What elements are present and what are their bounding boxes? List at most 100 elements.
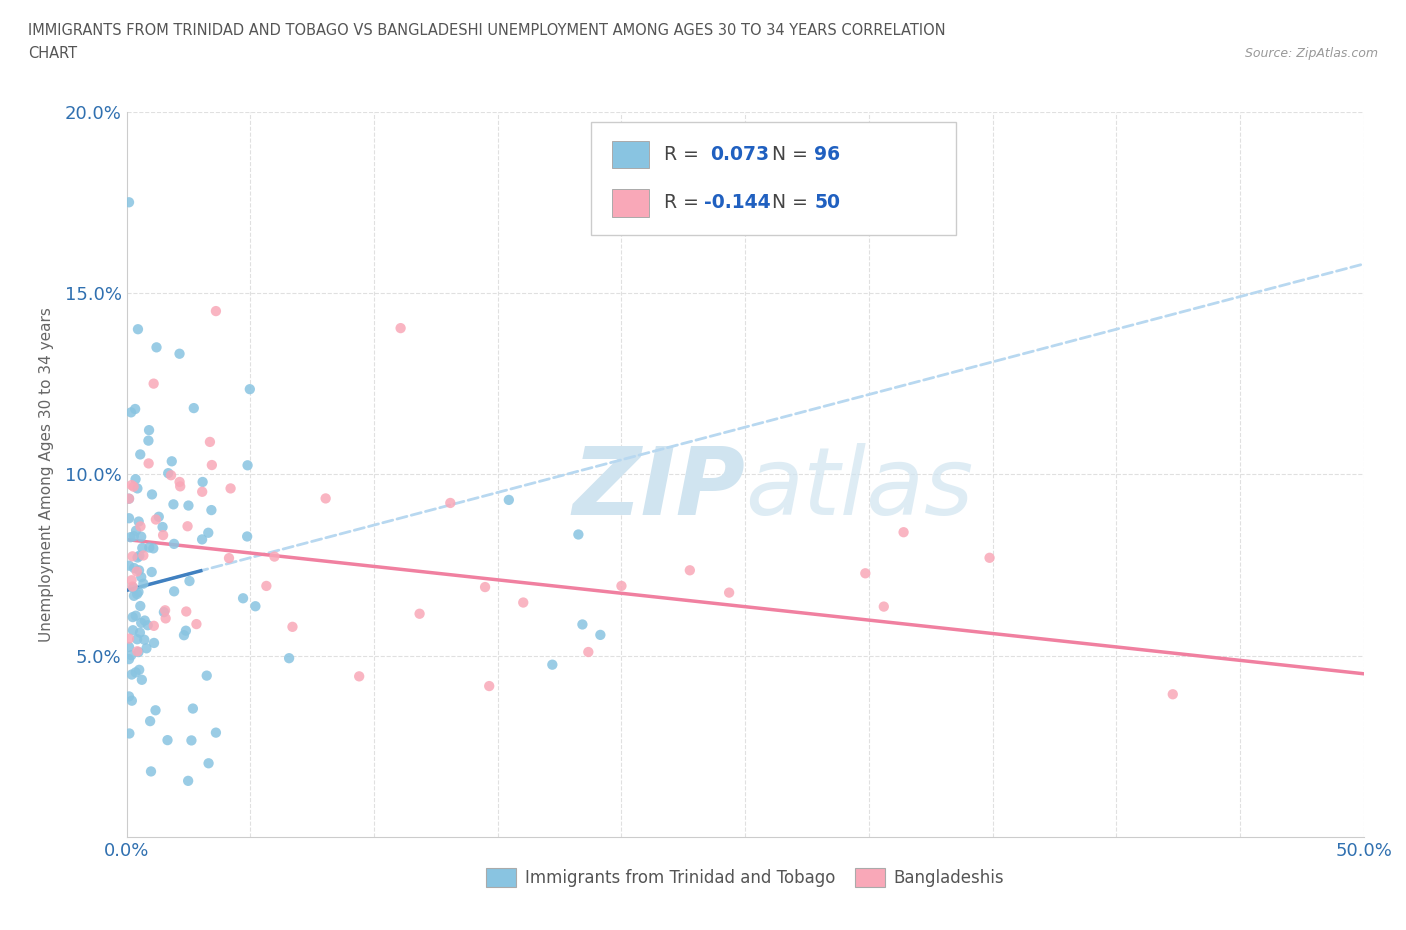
Point (169, 346, 191, 361)
Point (571, 617, 593, 631)
Point (281, 619, 304, 634)
Point (118, 491, 141, 506)
Point (128, 662, 150, 677)
Point (121, 478, 143, 493)
Point (254, 578, 277, 593)
Point (122, 479, 145, 494)
Point (160, 468, 183, 483)
Point (131, 540, 153, 555)
Point (136, 618, 159, 632)
Text: N =: N = (772, 193, 814, 212)
Point (138, 423, 160, 438)
Text: 0.073: 0.073 (710, 145, 769, 164)
Point (239, 381, 262, 396)
Point (589, 628, 612, 643)
Point (127, 550, 149, 565)
Point (118, 640, 141, 655)
Point (408, 606, 430, 621)
Point (263, 549, 285, 564)
Point (118, 652, 141, 667)
Text: Source: ZipAtlas.com: Source: ZipAtlas.com (1244, 46, 1378, 60)
Point (127, 481, 149, 496)
Point (127, 644, 149, 659)
Point (118, 195, 141, 210)
Point (148, 510, 170, 525)
Point (177, 498, 200, 513)
Point (129, 447, 152, 462)
Point (197, 525, 219, 540)
Point (125, 565, 148, 579)
Point (127, 584, 149, 599)
Point (141, 565, 163, 579)
Point (121, 667, 143, 682)
Point (143, 635, 166, 650)
Point (139, 713, 162, 728)
Point (163, 537, 186, 551)
Point (128, 549, 150, 564)
Point (127, 322, 149, 337)
Point (162, 497, 184, 512)
Text: atlas: atlas (745, 444, 973, 535)
Point (138, 540, 160, 555)
Point (142, 377, 165, 392)
Point (125, 665, 148, 680)
Point (205, 303, 228, 318)
Point (131, 672, 153, 687)
Text: ZIP: ZIP (572, 443, 745, 535)
Point (195, 668, 218, 683)
Point (122, 529, 145, 544)
Point (132, 577, 155, 591)
Point (128, 563, 150, 578)
Point (120, 530, 142, 545)
Point (118, 491, 141, 506)
Point (138, 456, 160, 471)
Text: N =: N = (772, 145, 814, 164)
Text: IMMIGRANTS FROM TRINIDAD AND TOBAGO VS BANGLADESHI UNEMPLOYMENT AMONG AGES 30 TO: IMMIGRANTS FROM TRINIDAD AND TOBAGO VS B… (28, 23, 946, 38)
Point (201, 458, 224, 472)
Point (186, 617, 208, 631)
Point (169, 479, 191, 494)
Point (139, 764, 162, 778)
Point (160, 454, 183, 469)
Point (181, 701, 204, 716)
Point (124, 402, 146, 417)
Point (138, 433, 160, 448)
Point (127, 644, 149, 658)
Point (129, 529, 152, 544)
Point (128, 514, 150, 529)
Point (129, 570, 152, 585)
Point (118, 558, 141, 573)
Point (610, 578, 633, 593)
Point (576, 644, 599, 659)
Point (873, 599, 896, 614)
Point (125, 524, 148, 538)
Point (127, 631, 149, 646)
Point (512, 595, 534, 610)
Point (478, 679, 501, 694)
Point (979, 551, 1001, 565)
Point (118, 689, 141, 704)
Point (183, 401, 205, 416)
Point (219, 481, 242, 496)
Point (134, 632, 156, 647)
Point (236, 529, 259, 544)
Point (177, 774, 200, 789)
Point (124, 472, 146, 486)
Point (205, 725, 228, 740)
Bar (612, 140, 648, 168)
Point (129, 616, 152, 631)
Point (157, 466, 180, 481)
Point (474, 579, 496, 594)
Point (893, 525, 915, 539)
Point (141, 487, 163, 502)
Point (174, 604, 197, 619)
Point (121, 579, 143, 594)
Point (315, 491, 337, 506)
Point (121, 573, 143, 588)
Point (278, 651, 301, 666)
Point (127, 587, 149, 602)
Point (439, 496, 461, 511)
Point (121, 610, 143, 625)
Point (152, 520, 174, 535)
Point (121, 549, 143, 564)
